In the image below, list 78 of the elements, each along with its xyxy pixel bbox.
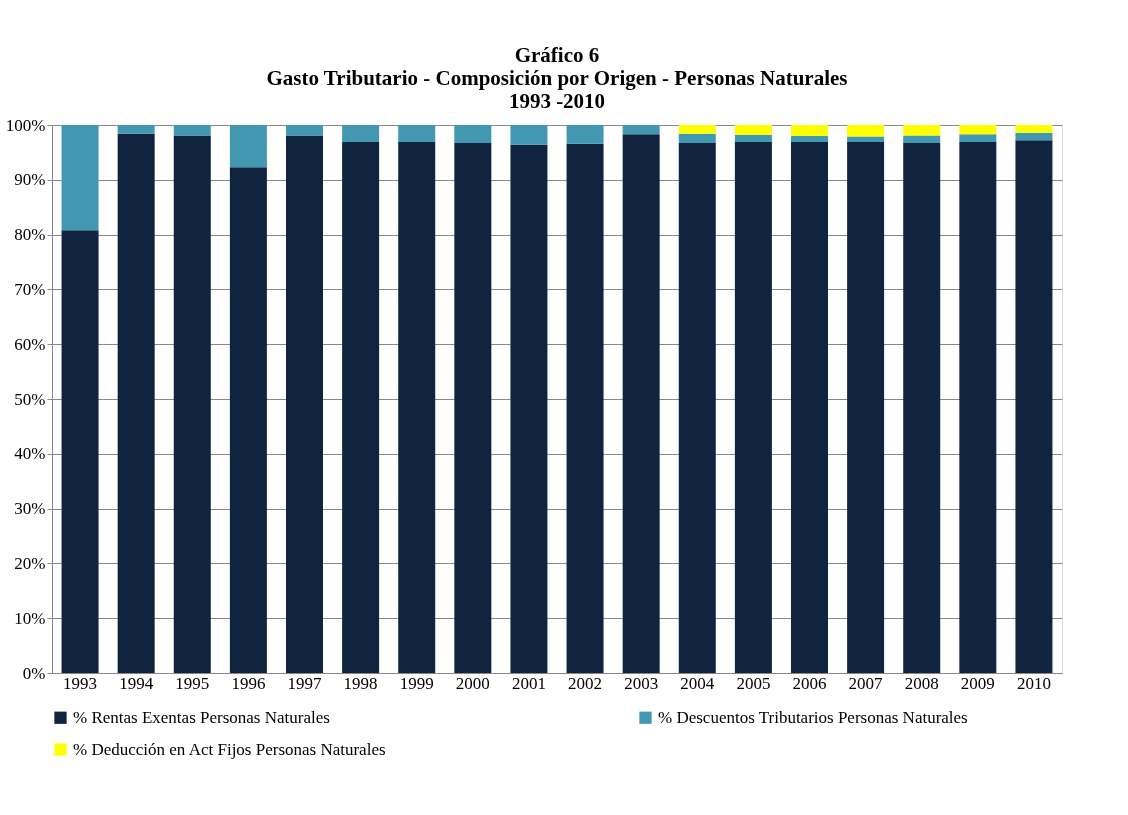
x-tick-label: 1999 xyxy=(399,673,434,693)
bar xyxy=(959,134,997,142)
bar xyxy=(117,125,155,134)
x-tick-label: 1997 xyxy=(287,673,322,693)
x-tick-label: 2002 xyxy=(568,673,603,693)
bar xyxy=(1015,132,1053,141)
bar xyxy=(1015,140,1053,673)
bar xyxy=(678,125,716,134)
y-tick-label: 80% xyxy=(14,225,46,245)
text: Gráfico 6 xyxy=(514,43,600,67)
x-tick-label: 2008 xyxy=(904,673,939,693)
bar xyxy=(959,125,997,135)
x-tick-label: 2009 xyxy=(960,673,995,693)
bar xyxy=(510,125,548,145)
bar xyxy=(791,125,828,136)
bar xyxy=(454,125,492,144)
x-tick-label: 1994 xyxy=(119,673,154,693)
x-tick-label: 1998 xyxy=(343,673,378,693)
bar xyxy=(61,125,99,231)
bar xyxy=(229,125,267,168)
bar xyxy=(229,167,267,673)
bar xyxy=(342,141,380,673)
x-tick-label: 2007 xyxy=(848,673,884,693)
y-tick-label: 90% xyxy=(14,170,46,190)
bar xyxy=(678,143,716,673)
x-tick-label: 1993 xyxy=(63,673,98,693)
bar xyxy=(791,135,828,142)
x-tick-label: 2000 xyxy=(455,673,490,693)
x-tick-label: 2006 xyxy=(792,673,827,693)
text: 1993 -2010 xyxy=(508,89,606,113)
x-tick-label: 2010 xyxy=(1016,673,1051,693)
bar xyxy=(734,134,772,142)
bar xyxy=(903,143,941,673)
bar xyxy=(342,125,380,142)
y-tick-label: 10% xyxy=(14,608,46,628)
bar xyxy=(903,135,941,144)
bar xyxy=(510,144,548,673)
y-tick-label: 20% xyxy=(14,553,46,573)
bar xyxy=(286,125,323,136)
bar xyxy=(173,135,211,673)
bar xyxy=(734,141,772,673)
bar xyxy=(622,134,660,673)
bar xyxy=(1015,125,1053,133)
y-tick-label: 70% xyxy=(14,279,46,299)
x-tick-label: 2003 xyxy=(624,673,659,693)
bar xyxy=(678,133,716,144)
text: Gasto Tributario - Composición por Origen - Personas Naturales xyxy=(266,66,848,90)
bar xyxy=(398,125,436,142)
bar xyxy=(566,125,604,144)
bar xyxy=(454,143,492,673)
bar xyxy=(959,141,997,673)
y-tick-label: 50% xyxy=(14,389,46,409)
bar xyxy=(61,230,99,673)
bar xyxy=(734,125,772,135)
y-tick-label: 100% xyxy=(5,115,46,135)
x-tick-label: 1995 xyxy=(175,673,210,693)
bar xyxy=(903,125,941,136)
bar xyxy=(847,125,885,137)
y-tick-label: 0% xyxy=(22,663,46,683)
legend-label: % Descuentos Tributarios Personas Naturales xyxy=(658,707,968,727)
bar xyxy=(847,141,885,673)
y-tick-label: 60% xyxy=(14,334,46,354)
bar xyxy=(791,141,828,673)
bar xyxy=(286,135,323,673)
y-tick-label: 40% xyxy=(14,444,46,464)
legend-label: % Deducción en Act Fijos Personas Naturales xyxy=(73,739,386,759)
bar xyxy=(398,141,436,673)
x-tick-label: 2001 xyxy=(511,673,546,693)
bar xyxy=(117,133,155,673)
y-tick-label: 30% xyxy=(14,499,46,519)
bar xyxy=(622,125,660,135)
bar xyxy=(173,125,211,136)
x-tick-label: 1996 xyxy=(231,673,266,693)
legend-label: % Rentas Exentas Personas Naturales xyxy=(73,707,330,727)
bar xyxy=(847,136,885,142)
x-tick-label: 2004 xyxy=(680,673,715,693)
x-tick-label: 2005 xyxy=(736,673,771,693)
bar xyxy=(566,143,604,673)
